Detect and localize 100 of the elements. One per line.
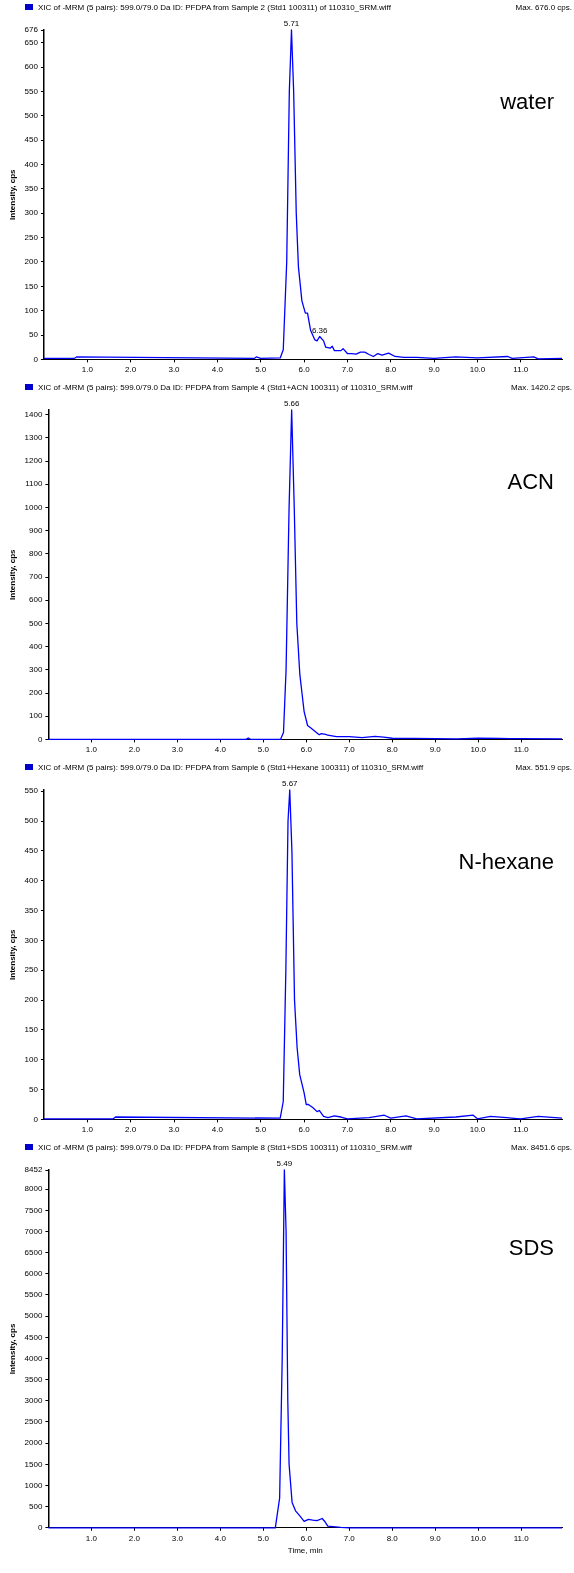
y-tick-label: 6500: [24, 1247, 43, 1257]
annotation: 6.36: [311, 325, 328, 335]
x-tick-label: 11.0: [513, 365, 529, 375]
y-tick-label: 450: [24, 846, 39, 856]
x-tick-label: 11.0: [513, 1125, 529, 1135]
y-tick-label: 676: [24, 25, 39, 35]
y-axis-title: Intensity, cps: [8, 168, 17, 220]
y-tick-label: 3000: [24, 1396, 43, 1405]
x-tick-label: 10.0: [470, 745, 487, 755]
x-tick-label: 1.0: [85, 745, 98, 755]
annotation: N-hexane: [458, 848, 554, 874]
x-tick-label: 10.0: [469, 365, 486, 375]
y-tick-label: 600: [29, 595, 43, 605]
y-tick-label: 0: [33, 354, 39, 364]
x-tick-label: 6.0: [298, 365, 311, 375]
y-tick-label: 4000: [24, 1353, 43, 1363]
y-tick-label: 4500: [24, 1332, 43, 1342]
x-tick-label: 3.0: [168, 1125, 181, 1135]
y-tick-label: 200: [24, 257, 39, 267]
y-tick-label: 1300: [24, 433, 43, 443]
y-tick-label: 650: [24, 37, 39, 47]
y-tick-label: 0: [37, 734, 43, 744]
y-tick-label: 250: [24, 232, 39, 242]
y-tick-label: 100: [24, 305, 39, 315]
y-tick-label: 100: [24, 1054, 39, 1064]
y-axis-title: Intensity, cps: [8, 1323, 17, 1375]
y-tick-label: 1100: [25, 479, 43, 489]
annotation: SDS: [508, 1234, 554, 1260]
x-axis-title: Time, min: [287, 1546, 323, 1556]
y-tick-label: 2500: [24, 1417, 43, 1427]
y-tick-label: 150: [24, 281, 39, 291]
y-tick-label: 3500: [24, 1374, 43, 1384]
y-tick-label: 1000: [24, 1480, 43, 1490]
annotation: 5.67: [281, 779, 299, 789]
y-tick-label: 300: [29, 665, 43, 675]
annotation: 5.71: [283, 19, 300, 29]
x-tick-label: 6.0: [300, 745, 313, 755]
y-tick-label: 700: [29, 572, 43, 582]
y-tick-label: 0: [33, 1114, 39, 1124]
annotation: ACN: [507, 468, 554, 494]
x-tick-label: 1.0: [81, 365, 94, 375]
y-tick-label: 500: [24, 110, 39, 120]
x-tick-label: 3.0: [171, 745, 184, 755]
text: Max. 551.9 cps.: [515, 763, 572, 772]
x-tick-label: 7.0: [343, 1533, 356, 1543]
y-axis-title: Intensity, cps: [8, 548, 17, 600]
x-tick-label: 4.0: [214, 745, 227, 755]
y-tick-label: 400: [29, 641, 43, 651]
x-tick-label: 7.0: [341, 365, 354, 375]
y-tick-label: 550: [24, 786, 39, 796]
chart-title: XIC of -MRM (5 pairs): 599.0/79.0 Da ID: PFDPA from Sample 2 (Std1 100311) of 110310_SRM.wiff: [38, 3, 391, 12]
y-tick-label: 300: [24, 208, 39, 218]
x-tick-label: 4.0: [214, 1533, 227, 1543]
chart-title: XIC of -MRM (5 pairs): 599.0/79.0 Da ID: PFDPA from Sample 6 (Std1+Hexane 100311) of 110310_SRM.wiff: [38, 763, 424, 772]
x-tick-label: 7.0: [341, 1125, 354, 1135]
annotation: 5.49: [276, 1159, 293, 1169]
text: Max. 8451.6 cps.: [511, 1143, 572, 1152]
x-tick-label: 3.0: [168, 365, 181, 375]
y-tick-label: 50: [29, 330, 39, 340]
x-tick-label: 1.0: [81, 1125, 94, 1135]
x-tick-label: 2.0: [128, 1533, 141, 1543]
x-tick-label: 3.0: [171, 1533, 184, 1543]
y-tick-label: 150: [24, 1025, 39, 1035]
y-tick-label: 500: [29, 618, 43, 628]
x-tick-label: 7.0: [343, 745, 356, 755]
y-tick-label: 600: [24, 62, 39, 72]
x-tick-label: 8.0: [385, 1125, 397, 1135]
y-tick-label: 550: [24, 86, 39, 96]
y-tick-label: 8452: [24, 1165, 43, 1175]
x-tick-label: 1.0: [85, 1533, 98, 1543]
y-tick-label: 250: [24, 965, 39, 975]
x-tick-label: 4.0: [211, 365, 224, 375]
text: Max. 1420.2 cps.: [511, 383, 572, 392]
y-tick-label: 100: [29, 711, 43, 721]
y-tick-label: 8000: [24, 1184, 43, 1194]
y-tick-label: 5000: [24, 1311, 43, 1321]
x-tick-label: 8.0: [386, 745, 399, 755]
y-tick-label: 5500: [24, 1290, 43, 1300]
y-tick-label: 1000: [24, 502, 43, 512]
y-tick-label: 0: [37, 1523, 43, 1532]
y-tick-label: 200: [24, 995, 39, 1005]
x-tick-label: 6.0: [298, 1125, 311, 1135]
y-tick-label: 200: [29, 688, 43, 698]
x-tick-label: 2.0: [128, 745, 141, 755]
y-tick-label: 6000: [24, 1269, 43, 1278]
annotation: water: [499, 88, 554, 114]
y-tick-label: 7500: [24, 1205, 43, 1215]
y-tick-label: 350: [24, 905, 39, 915]
y-tick-label: 400: [24, 159, 39, 169]
x-tick-label: 10.0: [470, 1533, 487, 1543]
x-tick-label: 11.0: [513, 745, 530, 755]
y-tick-label: 300: [24, 935, 39, 945]
annotation: 5.66: [283, 399, 300, 409]
chart-title: XIC of -MRM (5 pairs): 599.0/79.0 Da ID: PFDPA from Sample 8 (Std1+SDS 100311) of 110310_SRM.wiff: [38, 1143, 413, 1152]
x-tick-label: 5.0: [257, 1533, 270, 1543]
y-tick-label: 400: [24, 875, 39, 885]
x-tick-label: 4.0: [211, 1125, 224, 1135]
x-tick-label: 2.0: [125, 365, 137, 375]
text: Max. 676.0 cps.: [515, 3, 572, 12]
y-tick-label: 450: [24, 135, 39, 145]
